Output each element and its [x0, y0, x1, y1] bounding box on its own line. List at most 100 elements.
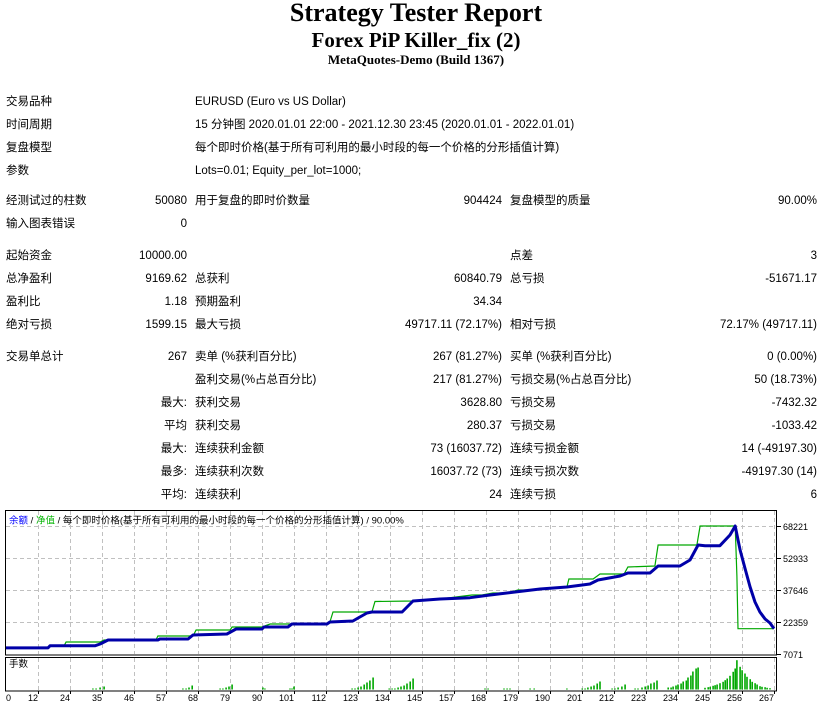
volume-bar — [712, 685, 714, 690]
stat-value: 280.37 — [466, 420, 502, 432]
report-title: Strategy Tester Report — [289, 0, 543, 27]
stats-row: 平均 获利交易 280.37 亏损交易 -1033.42 — [0, 418, 832, 434]
stats-row: 盈利比 1.18 预期盈利 34.34 — [0, 294, 832, 310]
volume-bar — [593, 685, 595, 690]
volume-bar — [231, 684, 233, 690]
y-axis-label: 52933 — [783, 554, 808, 564]
volume-bar — [262, 687, 264, 690]
volume-bar — [690, 675, 692, 690]
stat-label: 用于复盘的即时价数量 — [195, 195, 310, 207]
stat-value: 50 (18.73%) — [754, 374, 817, 386]
volume-bar — [503, 688, 505, 690]
x-axis-label: 145 — [407, 693, 422, 703]
setting-value: EURUSD (Euro vs US Dollar) — [195, 96, 346, 108]
x-axis-label: 101 — [279, 693, 294, 703]
volume-bar — [506, 688, 508, 690]
stat-value: 14 (-49197.30) — [741, 443, 817, 455]
x-axis-label: 123 — [343, 693, 358, 703]
x-axis-label: 245 — [695, 693, 710, 703]
volume-bar — [704, 687, 706, 690]
x-axis-label: 24 — [60, 693, 70, 703]
stat-value: 1.18 — [164, 296, 187, 308]
volume-bar — [754, 683, 756, 690]
volume-bar — [687, 677, 689, 690]
stats-row: 起始资金 10000.00 点差 3 — [0, 248, 832, 264]
volume-bar — [509, 688, 511, 690]
x-axis-label: 79 — [220, 693, 230, 703]
x-axis-label: 68 — [188, 693, 198, 703]
legend-balance: 余额 — [9, 515, 29, 527]
stat-value: 267 (81.27%) — [432, 351, 502, 363]
volume-bar — [409, 681, 411, 690]
stat-value: 73 (16037.72) — [430, 443, 502, 455]
volume-bar — [533, 688, 535, 690]
volume-bar — [617, 687, 619, 690]
setting-label: 参数 — [6, 165, 29, 177]
stat-label: 连续获利次数 — [195, 466, 264, 478]
stat-value: 9169.62 — [145, 273, 187, 285]
volume-bar — [697, 667, 699, 690]
volume-bar — [191, 685, 193, 690]
stat-value: 50080 — [155, 195, 187, 207]
stat-label: 总净盈利 — [6, 273, 52, 285]
main-plot-frame — [5, 510, 777, 656]
stat-qualifier: 平均: — [160, 489, 187, 501]
stat-value: 90.00% — [777, 195, 817, 207]
volume-bar — [637, 688, 639, 690]
balance-line — [6, 524, 776, 650]
stats-row: 经测试过的柱数 50080 用于复盘的即时价数量 904424 复盘模型的质量 … — [0, 193, 832, 209]
volume-bar — [647, 685, 649, 690]
x-axis-label: 35 — [92, 693, 102, 703]
volume-panel-label: 手数 — [9, 658, 29, 670]
stat-value: 0 — [180, 218, 187, 230]
x-axis-label: 190 — [535, 693, 550, 703]
stat-value: 217 (81.27%) — [432, 374, 502, 386]
stat-value: 16037.72 (73) — [430, 466, 502, 478]
expert-name: Forex PiP Killer_fix (2) — [311, 28, 521, 52]
stat-label: 获利交易 — [195, 420, 241, 432]
setting-label: 复盘模型 — [6, 142, 52, 154]
volume-bar — [484, 688, 486, 690]
volume-bar — [672, 686, 674, 690]
stat-label: 卖单 (%获利百分比) — [195, 351, 297, 363]
volume-bar — [599, 681, 601, 690]
volume-bar — [357, 687, 359, 690]
stats-row: 最大: 获利交易 3628.80 亏损交易 -7432.32 — [0, 395, 832, 411]
stats-row: 总净盈利 9169.62 总获利 60840.79 总亏损 -51671.17 — [0, 271, 832, 287]
volume-bar — [185, 688, 187, 690]
stat-value: 10000.00 — [139, 250, 187, 262]
x-axis-label: 157 — [439, 693, 454, 703]
volume-bar — [724, 680, 726, 690]
volume-bar — [692, 671, 694, 690]
setting-label: 交易品种 — [6, 96, 52, 108]
stat-label: 连续获利金额 — [195, 443, 264, 455]
stats-row: 盈利交易(%占总百分比) 217 (81.27%) 亏损交易(%占总百分比) 5… — [0, 372, 832, 388]
stat-value: 6 — [810, 489, 817, 501]
volume-bar — [682, 681, 684, 690]
volume-bar — [734, 668, 736, 690]
stat-value: -49197.30 (14) — [741, 466, 817, 478]
x-axis-label: 168 — [471, 693, 486, 703]
volume-bar — [756, 684, 758, 690]
volume-bar — [761, 686, 763, 690]
volume-bar — [103, 686, 105, 690]
volume-bar — [641, 687, 643, 690]
stat-label: 连续亏损 — [510, 489, 556, 501]
volume-bar — [291, 688, 293, 690]
legend-separator: / — [28, 516, 36, 527]
volume-bar — [764, 687, 766, 690]
volume-bar — [99, 687, 101, 690]
volume-bar — [739, 666, 741, 690]
volume-bar — [92, 688, 94, 690]
volume-bar — [653, 682, 655, 690]
volume-bar — [716, 684, 718, 690]
volume-bar — [403, 685, 405, 690]
volume-bar — [650, 683, 652, 690]
volume-bar — [614, 688, 616, 690]
x-axis-label: 201 — [567, 693, 582, 703]
stat-label: 起始资金 — [6, 250, 52, 262]
x-axis-label: 57 — [156, 693, 166, 703]
stat-value: -7432.32 — [771, 397, 817, 409]
volume-bar — [406, 683, 408, 690]
volume-bar — [363, 684, 365, 690]
